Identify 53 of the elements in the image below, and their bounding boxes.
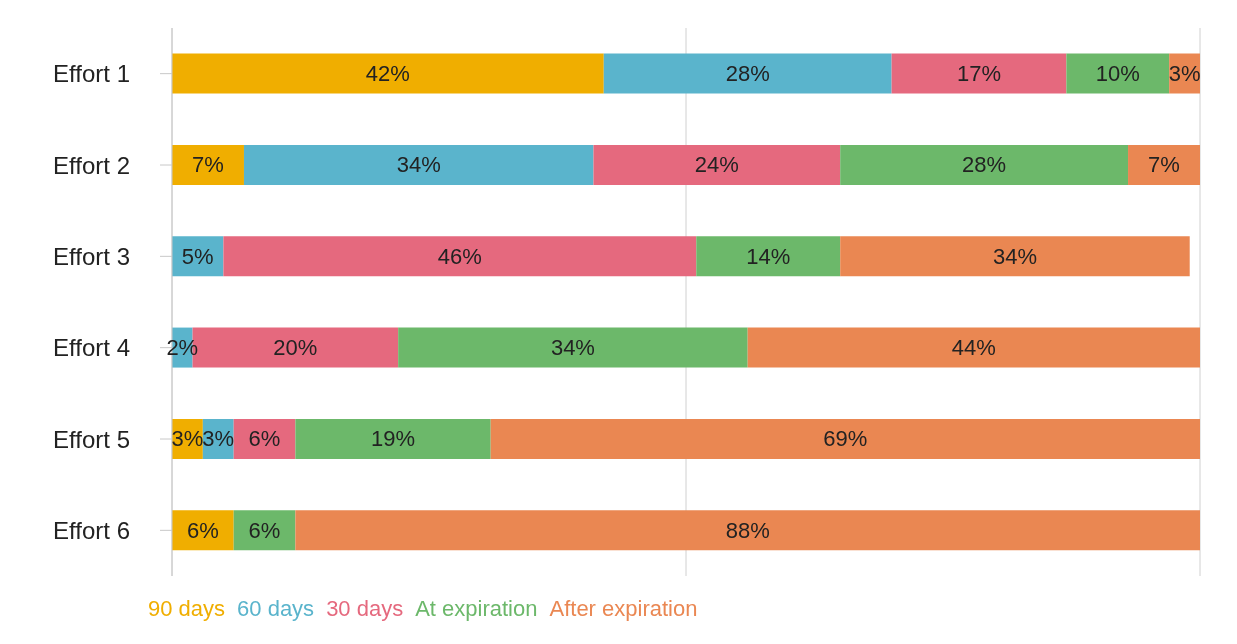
data-label: 28% [962,152,1007,178]
data-label: 3% [1168,61,1201,87]
data-label: 6% [248,426,281,452]
data-label: 24% [694,152,739,178]
y-tick-label: Effort 6 [53,516,130,544]
bar [243,144,594,185]
bar [747,327,1200,368]
bar [172,53,604,94]
text: 60 days [237,596,315,622]
y-tick-label: Effort 5 [53,425,130,453]
bar [593,144,841,185]
data-label: 34% [550,335,595,361]
bar [490,418,1200,459]
y-tick-label: Effort 3 [53,242,130,270]
bar [840,144,1129,185]
data-label: 44% [951,335,996,361]
data-label: 19% [371,426,416,452]
bar [1128,144,1200,185]
data-label: 88% [725,517,770,543]
data-label: 7% [1148,152,1180,178]
data-label: 7% [192,152,224,178]
data-label: 20% [273,335,318,361]
text: At expiration [415,596,538,622]
bar [891,53,1067,94]
y-tick-label: Effort 2 [53,151,130,179]
text: 30 days [326,596,404,622]
bar [1066,53,1170,94]
data-label: 3% [202,426,235,452]
bar [840,236,1190,277]
data-label: 14% [746,243,791,269]
y-tick-label: Effort 4 [53,334,130,362]
data-label: 28% [725,61,770,87]
data-label: 10% [1095,61,1140,87]
data-label: 6% [186,517,219,543]
data-label: 69% [823,426,868,452]
bar [696,236,841,277]
data-label: 34% [396,152,441,178]
data-label: 17% [956,61,1001,87]
bar [295,510,1200,551]
bar [223,236,697,277]
text: 90 days [148,596,226,622]
data-label: 6% [248,517,281,543]
text: After expiration [549,596,698,622]
bar [172,144,244,185]
data-label: 42% [365,61,410,87]
data-label: 34% [992,243,1037,269]
data-label: 46% [437,243,482,269]
bar [295,418,491,459]
y-tick-label: Effort 1 [53,60,130,88]
data-label: 5% [181,243,214,269]
data-label: 3% [171,426,204,452]
bar [398,327,748,368]
bar [603,53,892,94]
